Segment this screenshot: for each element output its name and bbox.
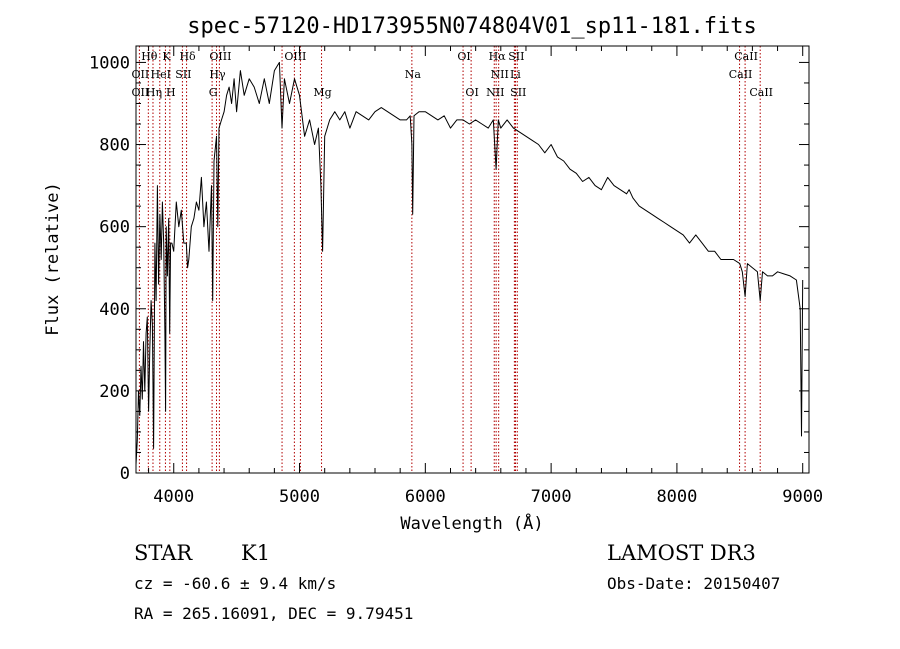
y-tick-labels: 0 200 400 600 800 1000 (89, 53, 130, 484)
spectral-line-label: CaII (749, 86, 773, 99)
survey-label: LAMOST DR3 (607, 541, 756, 565)
spectral-line-markers (138, 46, 761, 473)
x-tick-label: 7000 (531, 487, 572, 507)
spectral-line-label: SII (175, 68, 191, 81)
spectral-line-label: OI (465, 86, 478, 99)
spectral-line-label: OIII (209, 50, 231, 63)
class-label: STAR (134, 541, 193, 565)
y-tick-label: 400 (99, 300, 130, 320)
spectral-line-label: Hη (146, 86, 162, 99)
spectral-line-label: K (162, 50, 171, 63)
plot-frame (135, 45, 810, 474)
spectral-line-label: SII (510, 86, 526, 99)
x-tick-label: 9000 (782, 487, 823, 507)
chart-title: spec-57120-HD173955N074804V01_sp11-181.f… (187, 14, 757, 39)
y-tick-label: 600 (99, 218, 130, 238)
spectral-line-label: Hθ (141, 50, 158, 63)
spectral-line-label: OII (132, 68, 150, 81)
subclass-label: K1 (241, 541, 270, 565)
redshift-text: cz = -60.6 ± 9.4 km/s (134, 574, 336, 593)
spectral-line-label: H (166, 86, 176, 99)
obs-date-text: Obs-Date: 20150407 (607, 574, 780, 593)
y-tick-label: 800 (99, 136, 130, 156)
spectral-line-label: Li (510, 68, 521, 81)
spectral-line-label: Na (405, 68, 422, 81)
x-tick-label: 8000 (656, 487, 697, 507)
spectrum-line (135, 61, 804, 465)
x-tick-label: 4000 (153, 487, 194, 507)
spectral-line-label: NII (486, 86, 504, 99)
spectral-line-label: Hγ (209, 68, 226, 81)
coordinates-text: RA = 265.16091, DEC = 9.79451 (134, 604, 413, 623)
spectral-line-label: Hα (489, 50, 507, 63)
y-tick-label: 1000 (89, 53, 130, 73)
axis-ticks (136, 46, 809, 474)
x-tick-label: 6000 (405, 487, 446, 507)
x-tick-label: 5000 (279, 487, 320, 507)
spectral-line-label: CaII (734, 50, 758, 63)
spectral-line-label: Mg (313, 86, 331, 99)
spectral-line-label: OIII (284, 50, 306, 63)
y-axis-label: Flux (relative) (43, 182, 63, 336)
spectral-line-label: OI (457, 50, 470, 63)
spectral-line-label: NII (491, 68, 509, 81)
spectral-line-label: G (209, 86, 218, 99)
spectrum-series (135, 61, 804, 465)
x-axis-label: Wavelength (Å) (400, 512, 543, 534)
spectral-line-label: CaII (729, 68, 753, 81)
y-tick-label: 200 (99, 382, 130, 402)
y-tick-label: 0 (120, 464, 130, 484)
x-tick-labels: 4000 5000 6000 7000 8000 9000 (153, 487, 823, 507)
spectral-line-label: SII (508, 50, 524, 63)
spectral-line-label: OII (132, 86, 150, 99)
spectral-line-label: Hδ (179, 50, 196, 63)
spectral-line-label: HeI (151, 68, 171, 81)
